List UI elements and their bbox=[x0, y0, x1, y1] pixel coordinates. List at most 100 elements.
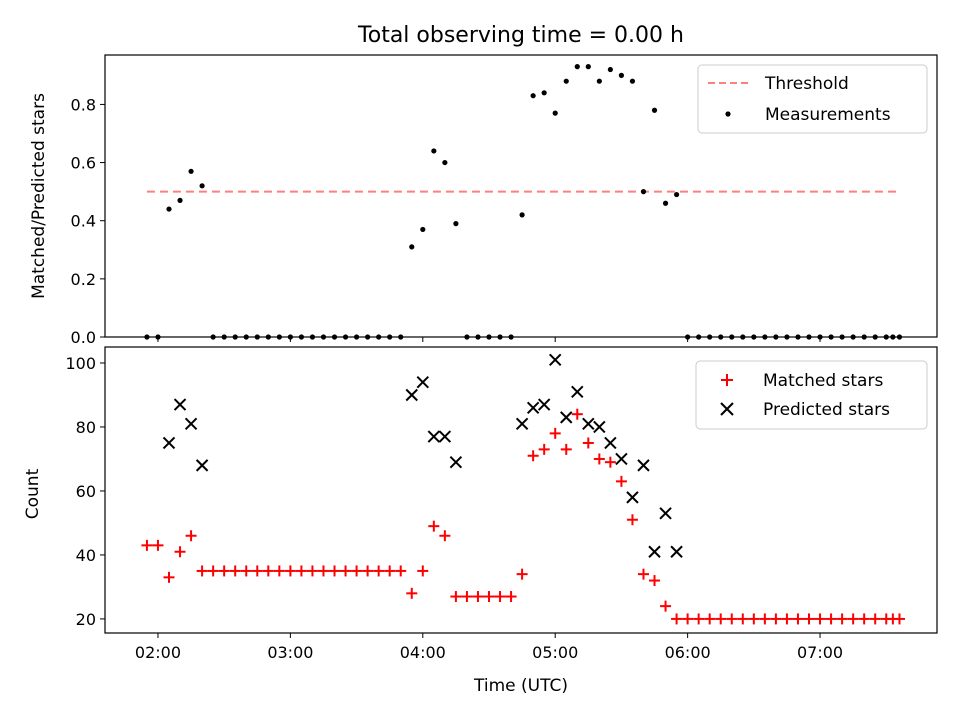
x-tick-label: 04:00 bbox=[400, 643, 446, 662]
measurement-point bbox=[188, 168, 194, 174]
top-y-tick-label: 0.0 bbox=[71, 328, 96, 347]
predicted-point bbox=[195, 459, 209, 472]
matched-point bbox=[571, 408, 583, 420]
top-y-tick-label: 0.2 bbox=[71, 270, 96, 289]
matched-point bbox=[516, 568, 528, 580]
predicted-point bbox=[515, 417, 529, 430]
bottom-y-tick-label: 100 bbox=[65, 354, 96, 373]
measurement-point bbox=[519, 212, 525, 218]
matched-point bbox=[726, 613, 738, 625]
measurement-point bbox=[662, 200, 669, 206]
measurement-point bbox=[177, 197, 183, 203]
measurement-point bbox=[607, 66, 613, 73]
matched-point bbox=[273, 565, 285, 577]
matched-point bbox=[748, 613, 760, 625]
bottom-legend-box bbox=[695, 360, 928, 430]
measurement-point bbox=[199, 183, 205, 189]
matched-point bbox=[649, 575, 661, 587]
predicted-point bbox=[615, 452, 628, 466]
matched-point bbox=[317, 565, 329, 577]
matched-point bbox=[869, 613, 881, 625]
predicted-point bbox=[184, 417, 198, 430]
matched-point bbox=[560, 443, 572, 455]
matched-point bbox=[295, 565, 307, 577]
matched-point bbox=[163, 571, 175, 583]
predicted-point bbox=[526, 401, 540, 414]
measurement-point bbox=[574, 64, 580, 70]
matched-point bbox=[207, 565, 219, 577]
predicted-point bbox=[416, 375, 430, 389]
matched-point bbox=[814, 613, 826, 625]
matched-point bbox=[704, 613, 716, 625]
measurement-point bbox=[431, 148, 437, 154]
matched-stars-series bbox=[141, 408, 905, 625]
measurement-point bbox=[585, 64, 591, 70]
matched-point bbox=[196, 565, 208, 577]
predicted-point bbox=[548, 353, 562, 367]
matched-point bbox=[825, 613, 837, 625]
matched-point bbox=[284, 565, 296, 577]
bottom-y-tick-label: 40 bbox=[76, 546, 96, 565]
measurement-point bbox=[552, 110, 558, 116]
measurement-point bbox=[618, 72, 625, 78]
predicted-point bbox=[162, 436, 176, 450]
bottom-y-tick-label: 20 bbox=[76, 610, 96, 629]
matched-point bbox=[637, 568, 649, 580]
matched-point bbox=[527, 450, 539, 462]
x-tick-label: 07:00 bbox=[797, 643, 843, 662]
legend-measurements-label: Measurements bbox=[765, 105, 891, 125]
predicted-point bbox=[582, 417, 595, 430]
x-tick-label: 03:00 bbox=[267, 643, 313, 662]
predicted-point bbox=[593, 420, 606, 434]
predicted-point bbox=[405, 388, 418, 402]
matched-point bbox=[505, 591, 517, 603]
matched-point bbox=[152, 539, 164, 551]
top-y-tick-label: 0.8 bbox=[71, 95, 96, 114]
measurement-point bbox=[420, 226, 426, 233]
matched-point bbox=[770, 613, 782, 625]
matched-point bbox=[406, 587, 418, 599]
matched-point bbox=[185, 530, 197, 542]
matched-point bbox=[417, 565, 429, 577]
matched-point bbox=[836, 613, 848, 625]
predicted-point bbox=[537, 398, 551, 411]
predicted-point bbox=[438, 430, 452, 443]
matched-point bbox=[218, 565, 230, 577]
predicted-point bbox=[648, 545, 661, 558]
matched-point bbox=[604, 456, 616, 468]
legend-matched-label: Matched stars bbox=[763, 371, 883, 391]
matched-point bbox=[141, 539, 153, 551]
bottom-y-tick-label: 80 bbox=[76, 418, 96, 437]
bottom-y-tick-label: 60 bbox=[76, 482, 96, 501]
predicted-point bbox=[173, 398, 187, 411]
predicted-point bbox=[449, 455, 463, 469]
top-y-axis-label: Matched/Predicted stars bbox=[29, 93, 49, 299]
matched-point bbox=[693, 613, 705, 625]
matched-point bbox=[781, 613, 793, 625]
measurement-point bbox=[596, 78, 602, 84]
predicted-point bbox=[571, 385, 584, 398]
matched-point bbox=[893, 613, 905, 625]
predicted-stars-series bbox=[162, 353, 683, 558]
matched-point bbox=[395, 565, 407, 577]
x-tick-label: 05:00 bbox=[532, 643, 578, 662]
matched-point bbox=[538, 443, 550, 455]
predicted-point bbox=[659, 507, 672, 520]
bottom-y-axis: 20 40 60 80 100 bbox=[65, 354, 105, 629]
matched-point bbox=[472, 591, 484, 603]
matched-point bbox=[582, 437, 594, 449]
legend-threshold-label: Threshold bbox=[764, 74, 849, 94]
x-tick-label: 06:00 bbox=[665, 643, 711, 662]
measurement-point bbox=[453, 221, 459, 227]
matched-point bbox=[858, 613, 870, 625]
legend-predicted-swatch bbox=[720, 402, 734, 416]
predicted-point bbox=[626, 491, 639, 504]
legend-predicted-label: Predicted stars bbox=[763, 400, 890, 420]
panel-ratio: 0.00.20.40.60.8 Matched/Predicted stars … bbox=[29, 54, 938, 347]
matched-point bbox=[373, 565, 385, 577]
matched-point bbox=[251, 565, 263, 577]
measurement-point bbox=[563, 78, 569, 84]
measurement-point bbox=[442, 159, 448, 166]
measurement-point bbox=[629, 78, 636, 84]
